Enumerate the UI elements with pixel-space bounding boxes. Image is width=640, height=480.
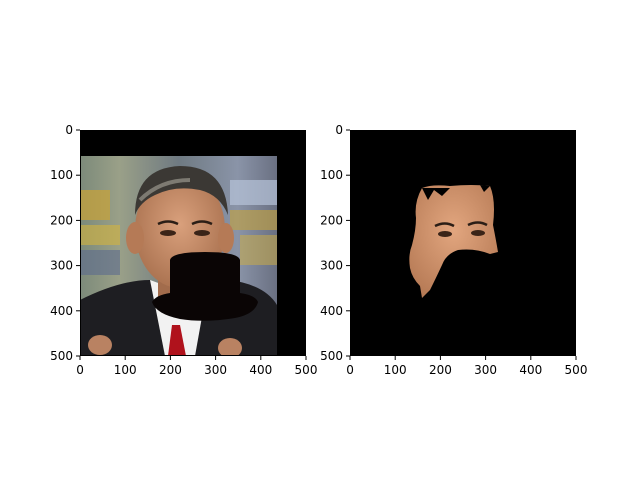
left-x-tick-label: 200: [159, 363, 182, 377]
right-y-tick-label: 0: [335, 123, 343, 137]
right-panel: 0 100 200 300 400 500 0 100 200 300 400 500: [320, 123, 587, 377]
right-x-tick-label: 200: [429, 363, 452, 377]
left-x-tick-label: 100: [114, 363, 137, 377]
right-axes-frame: [350, 130, 576, 356]
hat-mask: [152, 252, 258, 321]
left-y-tick-label: 400: [50, 304, 73, 318]
right-y-tick-label: 100: [320, 168, 343, 182]
right-x-tick-label: 0: [346, 363, 354, 377]
left-y-tick-label: 0: [65, 123, 73, 137]
right-x-tick-label: 500: [565, 363, 588, 377]
right-y-tick-label: 400: [320, 304, 343, 318]
left-x-tick-label: 500: [295, 363, 318, 377]
segmented-face: [409, 185, 498, 298]
left-y-tick-label: 200: [50, 213, 73, 227]
left-x-tick-label: 0: [76, 363, 84, 377]
right-y-tick-label: 300: [320, 259, 343, 273]
left-axes-frame: [80, 130, 306, 356]
right-x-tick-label: 300: [474, 363, 497, 377]
left-y-tick-label: 100: [50, 168, 73, 182]
right-x-tick-label: 100: [384, 363, 407, 377]
left-panel: 0 100 200 300 400 500 0 100 200 300 400 500: [50, 123, 317, 377]
right-x-tick-label: 400: [519, 363, 542, 377]
left-y-tick-label: 300: [50, 259, 73, 273]
right-y-tick-label: 200: [320, 213, 343, 227]
left-y-tick-label: 500: [50, 349, 73, 363]
right-y-tick-label: 500: [320, 349, 343, 363]
left-x-tick-label: 300: [204, 363, 227, 377]
left-x-tick-label: 400: [249, 363, 272, 377]
